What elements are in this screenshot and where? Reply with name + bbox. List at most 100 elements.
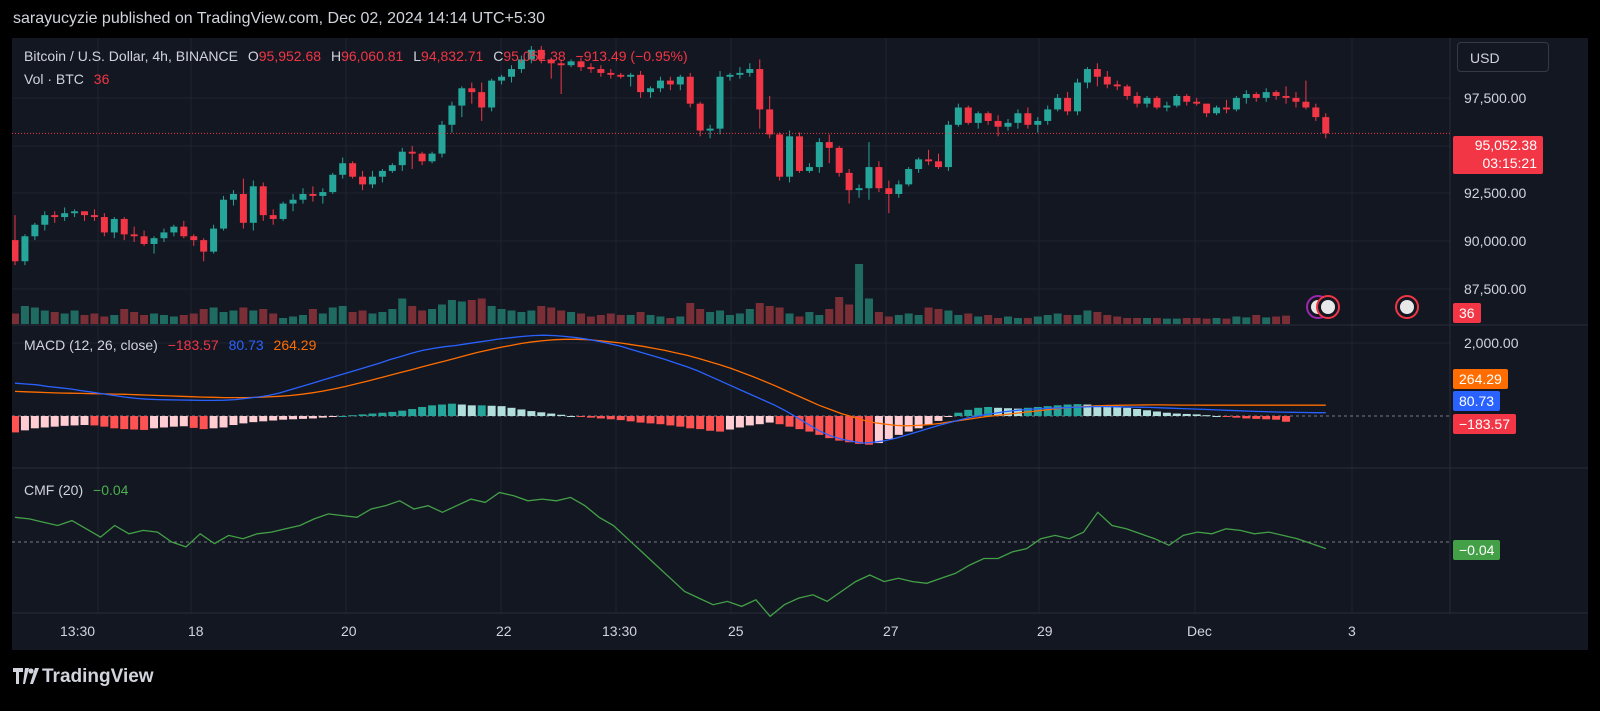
macd-histogram-bar xyxy=(586,416,595,418)
candle-body xyxy=(994,120,1002,127)
macd-histogram-bar xyxy=(874,416,883,444)
candle-body xyxy=(786,136,794,177)
close-label: C xyxy=(493,48,504,64)
candle-body xyxy=(448,105,456,125)
volume-bar xyxy=(1262,317,1271,324)
volume-bar xyxy=(130,312,139,324)
candle-body xyxy=(815,142,823,168)
volume-bar xyxy=(80,315,89,324)
candle-body xyxy=(1103,76,1111,85)
bar-countdown: 03:15:21 xyxy=(1482,155,1538,171)
macd-histogram-bar xyxy=(348,415,357,417)
candle-body xyxy=(1282,95,1290,98)
volume-bar xyxy=(676,316,685,324)
volume-bar xyxy=(1133,318,1142,324)
candle-body xyxy=(547,59,555,64)
volume-bar xyxy=(100,316,109,324)
candle-body xyxy=(398,151,406,166)
volume-bar xyxy=(557,310,566,324)
macd-histogram-bar xyxy=(368,413,377,416)
candle-body xyxy=(666,80,674,85)
volume-bar xyxy=(378,312,387,324)
macd-histogram-bar xyxy=(130,416,139,430)
candle-body xyxy=(567,61,575,66)
macd-histogram-bar xyxy=(239,416,248,424)
macd-histogram-bar xyxy=(378,412,387,416)
candle-body xyxy=(1123,86,1131,96)
macd-histogram-bar xyxy=(944,416,953,417)
candle-body xyxy=(239,193,247,223)
us-flag-icon xyxy=(1400,300,1414,314)
cmf-label[interactable]: CMF (20) xyxy=(24,482,84,498)
candle-body xyxy=(51,215,59,218)
time-axis-label: 18 xyxy=(188,623,204,639)
macd-label[interactable]: MACD (12, 26, close) xyxy=(24,337,158,353)
volume-bar xyxy=(596,315,605,324)
volume-label[interactable]: Vol · BTC xyxy=(24,71,84,87)
volume-bar xyxy=(706,312,715,324)
price-axis-label: 90,000.00 xyxy=(1464,233,1527,249)
macd-histogram-bar xyxy=(577,416,586,417)
candle-body xyxy=(656,80,664,89)
volume-bar xyxy=(12,313,19,324)
macd-histogram-bar xyxy=(1113,406,1122,416)
macd-histogram-bar xyxy=(1073,404,1082,416)
macd-histogram-bar xyxy=(1212,416,1221,417)
candle-body xyxy=(875,167,883,189)
macd-histogram-bar xyxy=(656,416,665,425)
candle-body xyxy=(1292,97,1300,102)
chart-frame[interactable]: Bitcoin / U.S. Dollar, 4h, BINANCE O95,9… xyxy=(12,38,1588,650)
macd-histogram-bar xyxy=(80,416,89,426)
candle-body xyxy=(557,63,565,66)
volume-bar xyxy=(904,313,913,324)
candle-body xyxy=(637,74,645,93)
volume-bar xyxy=(1252,315,1261,324)
last-price-value: 95,052.38 xyxy=(1474,137,1537,153)
volume-bar xyxy=(1093,312,1102,324)
macd-histogram-bar xyxy=(914,416,923,429)
volume-bar xyxy=(874,312,883,324)
macd-histogram-bar xyxy=(527,411,536,416)
candle-body xyxy=(746,69,754,73)
symbol-description[interactable]: Bitcoin / U.S. Dollar, 4h, BINANCE xyxy=(24,48,238,64)
volume-bar xyxy=(150,313,159,324)
volume-bar xyxy=(656,316,665,324)
change-value: −913.49 (−0.95%) xyxy=(575,48,688,64)
candle-body xyxy=(627,74,635,77)
macd-histogram-bar xyxy=(855,416,864,444)
macd-histogram-bar xyxy=(835,416,844,441)
volume-bar xyxy=(815,315,824,324)
cmf-value: −0.04 xyxy=(93,482,129,498)
macd-histogram-bar xyxy=(70,416,79,426)
close-value: 95,052.38 xyxy=(503,48,566,64)
macd-histogram-bar xyxy=(189,416,198,428)
macd-legend: MACD (12, 26, close) −183.57 80.73 264.2… xyxy=(24,337,322,353)
candle-body xyxy=(200,240,208,252)
macd-histogram-bar xyxy=(298,416,307,419)
macd-histogram-bar xyxy=(785,416,794,427)
volume-bar xyxy=(388,309,397,324)
macd-histogram-bar xyxy=(537,412,546,416)
candle-body xyxy=(1193,101,1201,104)
volume-bar xyxy=(686,303,695,324)
volume-bar xyxy=(547,307,556,324)
time-axis-label: 29 xyxy=(1037,623,1053,639)
time-axis-label: 22 xyxy=(496,623,512,639)
macd-histogram-bar xyxy=(706,416,715,431)
candle-body xyxy=(81,211,89,216)
macd-axis-label: 2,000.00 xyxy=(1464,335,1519,351)
macd-histogram-bar xyxy=(974,407,983,416)
currency-button[interactable]: USD xyxy=(1457,42,1549,72)
candle-body xyxy=(1252,94,1260,98)
macd-histogram-bar xyxy=(567,416,576,417)
candle-body xyxy=(686,76,694,104)
us-flag-icon xyxy=(1321,300,1335,314)
volume-bar xyxy=(984,315,993,324)
candle-body xyxy=(21,236,29,262)
chart-canvas[interactable] xyxy=(12,38,1588,650)
volume-bar xyxy=(934,309,943,324)
macd-line-value: 80.73 xyxy=(228,337,264,353)
macd-histogram-bar xyxy=(398,410,407,416)
volume-bar xyxy=(30,307,39,324)
tradingview-logo[interactable]: TradingView xyxy=(13,666,154,688)
